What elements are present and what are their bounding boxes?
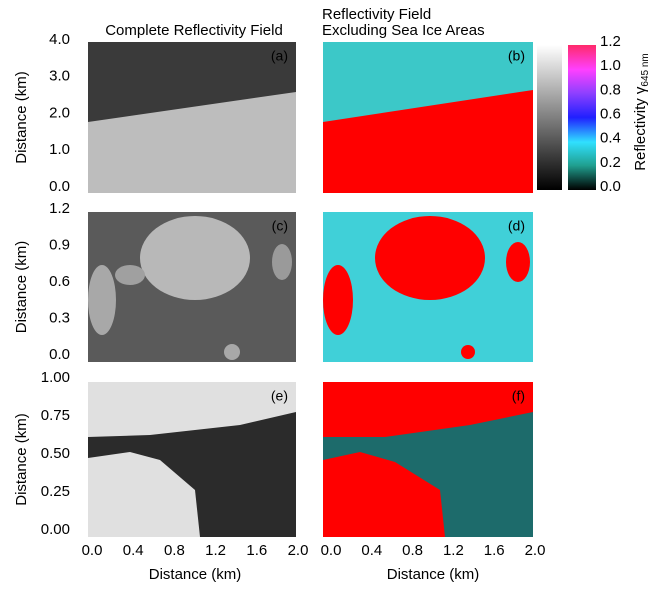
x-tick-label: 1.2 [205, 542, 226, 559]
y-tick-label: 0.9 [49, 236, 70, 253]
y-tick-label: 1.0 [49, 141, 70, 158]
colorbar-tick-label: 1.2 [600, 33, 621, 50]
panel-b-image [323, 42, 533, 193]
panel-label: (d) [508, 218, 525, 234]
x-tick-label: 0.8 [164, 542, 185, 559]
x-tick-label: 2.0 [288, 542, 309, 559]
y-tick-label: 3.0 [49, 68, 70, 85]
panel-label: (b) [508, 48, 525, 64]
x-tick-label: 1.6 [246, 542, 267, 559]
panel-title: Complete Reflectivity Field [105, 22, 283, 39]
colorbar-color [568, 45, 596, 190]
y-tick-label: 1.00 [41, 369, 70, 386]
y-axis-label: Distance (km) [13, 241, 30, 334]
x-tick-label: 0.0 [82, 542, 103, 559]
x-tick-label: 1.6 [484, 542, 505, 559]
colorbar-gray [537, 45, 562, 190]
x-tick-label: 0.0 [321, 542, 342, 559]
colorbar-tick-label: 0.0 [600, 178, 621, 195]
panel-title: Excluding Sea Ice Areas [322, 22, 485, 39]
colorbar-label-main: Reflectivity γ [632, 86, 649, 171]
colorbar-tick-label: 1.0 [600, 57, 621, 74]
x-axis-label: Distance (km) [149, 566, 242, 583]
y-axis-label: Distance (km) [13, 413, 30, 506]
colorbar-label: Reflectivity γ645 nm [632, 53, 651, 171]
y-tick-label: 0.50 [41, 445, 70, 462]
x-tick-label: 0.4 [123, 542, 144, 559]
panel-label: (e) [271, 388, 288, 404]
panel-e-image [88, 382, 296, 537]
panel-label: (c) [272, 218, 288, 234]
x-tick-label: 0.4 [361, 542, 382, 559]
colorbar-label-subscript: 645 nm [640, 53, 651, 86]
y-tick-label: 0.25 [41, 483, 70, 500]
y-tick-label: 0.0 [49, 346, 70, 363]
y-tick-label: 4.0 [49, 31, 70, 48]
panel-title: Reflectivity Field [322, 6, 431, 23]
colorbar-tick-label: 0.6 [600, 105, 621, 122]
colorbar-tick-label: 0.8 [600, 81, 621, 98]
y-tick-label: 0.0 [49, 178, 70, 195]
panel-f-image [323, 382, 533, 537]
y-tick-label: 0.75 [41, 407, 70, 424]
y-axis-label: Distance (km) [13, 71, 30, 164]
y-tick-label: 0.6 [49, 273, 70, 290]
x-tick-label: 0.8 [402, 542, 423, 559]
x-axis-label: Distance (km) [387, 566, 480, 583]
panel-d-image [323, 212, 533, 362]
panel-label: (a) [271, 48, 288, 64]
panel-c-image [88, 212, 296, 362]
panel-a-image [88, 42, 296, 193]
y-tick-label: 0.00 [41, 521, 70, 538]
panel-label: (f) [512, 388, 525, 404]
colorbar-tick-label: 0.2 [600, 154, 621, 171]
x-tick-label: 1.2 [443, 542, 464, 559]
colorbar-tick-label: 0.4 [600, 130, 621, 147]
y-tick-label: 0.3 [49, 309, 70, 326]
x-tick-label: 2.0 [525, 542, 546, 559]
y-tick-label: 2.0 [49, 104, 70, 121]
y-tick-label: 1.2 [49, 200, 70, 217]
